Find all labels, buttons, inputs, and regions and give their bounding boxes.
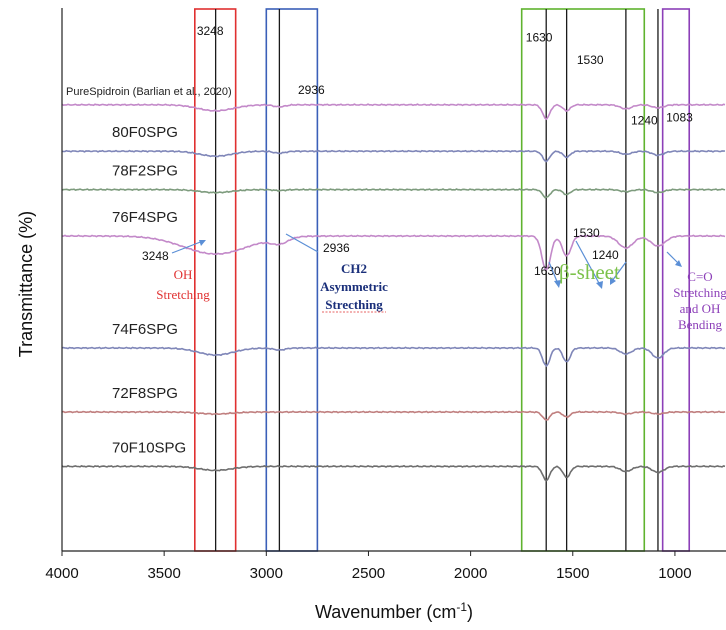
series-line-2 <box>61 188 726 199</box>
peak-label-3248: 3248 <box>197 24 224 38</box>
co-annotation: C=O Stretching and OH Bending <box>666 251 726 332</box>
highlight-box-3 <box>661 8 691 552</box>
oh-arrow <box>171 240 204 254</box>
beta-arrow-1 <box>548 261 559 285</box>
x-tick-label-3000: 3000 <box>250 565 283 582</box>
x-axis-ticks: 4000 3500 3000 2500 2000 1500 1000 <box>45 551 692 582</box>
beta-peak-1530: 1530 <box>573 226 600 240</box>
co-label-line2: Stretching <box>673 285 726 300</box>
co-label-line3: and OH <box>680 301 721 316</box>
sample-label-6: 70F10SPG <box>112 439 186 456</box>
sample-label-2: 78F2SPG <box>112 163 178 180</box>
beta-arrow-2 <box>575 240 601 286</box>
series-line-3 <box>62 234 726 271</box>
series-line-4 <box>61 346 726 368</box>
x-tick-label-3500: 3500 <box>147 565 180 582</box>
plot-frame <box>61 8 726 552</box>
peak-vertical-lines <box>214 9 659 551</box>
co-label-line1: C=O <box>687 269 712 284</box>
sample-label-1: 80F0SPG <box>112 124 178 141</box>
peak-label-1240: 1240 <box>631 114 658 128</box>
ch2-annotation: 2936 CH2 Asymmetric Strecthing <box>285 233 388 313</box>
x-tick-label-1000: 1000 <box>658 565 691 582</box>
beta-peak-1240: 1240 <box>592 248 619 262</box>
series-line-5 <box>61 410 726 421</box>
series-line-6 <box>61 464 726 482</box>
peak-label-2936: 2936 <box>298 83 325 97</box>
ch2-arrow <box>285 233 319 253</box>
x-axis-title: Wavenumber (cm-1) <box>315 600 473 622</box>
sample-label-4: 74F6SPG <box>112 321 178 338</box>
co-arrow-head <box>675 260 682 267</box>
x-tick-label-1500: 1500 <box>556 565 589 582</box>
series-line-1 <box>61 149 726 163</box>
co-label-line4: Bending <box>678 317 723 332</box>
beta-sheet-annotation: 1630 1530 1240 β-sheet <box>534 226 627 289</box>
oh-label-line2: Stretching <box>156 287 210 302</box>
ch2-peak-label: 2936 <box>323 241 350 255</box>
x-tick-label-2000: 2000 <box>454 565 487 582</box>
ch2-label-line1: CH2 <box>341 261 367 276</box>
sample-label-0: PureSpidroin (Barlian et al., 2020) <box>66 86 232 98</box>
peak-labels: 3248 2936 1630 1530 1240 1083 <box>197 24 693 128</box>
beta-sheet-label: β-sheet <box>559 260 620 284</box>
x-tick-label-4000: 4000 <box>45 565 78 582</box>
beta-arrow-2-head <box>596 281 603 289</box>
peak-label-1630: 1630 <box>526 30 553 44</box>
peak-label-1530: 1530 <box>577 53 604 67</box>
ch2-label-line3: Strecthing <box>325 297 383 312</box>
peak-label-1083: 1083 <box>666 110 693 124</box>
beta-peak-1630: 1630 <box>534 264 561 278</box>
beta-arrow-3 <box>611 261 627 282</box>
sample-label-3: 76F4SPG <box>112 209 178 226</box>
sample-labels: PureSpidroin (Barlian et al., 2020) 80F0S… <box>66 86 232 457</box>
oh-arrow-head <box>199 240 206 246</box>
beta-arrow-1-head <box>554 280 561 288</box>
oh-annotation: 3248 OH Stretching <box>142 240 210 302</box>
x-tick-label-2500: 2500 <box>352 565 385 582</box>
spectra-series <box>61 103 726 482</box>
ch2-label-line2: Asymmetric <box>320 279 388 294</box>
oh-label-line1: OH <box>174 267 193 282</box>
beta-arrow-3-head <box>610 277 616 285</box>
sample-label-5: 72F8SPG <box>112 385 178 402</box>
series-line-0 <box>61 103 726 121</box>
y-axis-title: Transmittance (%) <box>16 211 36 357</box>
oh-peak-label: 3248 <box>142 249 169 263</box>
co-arrow <box>666 251 680 265</box>
